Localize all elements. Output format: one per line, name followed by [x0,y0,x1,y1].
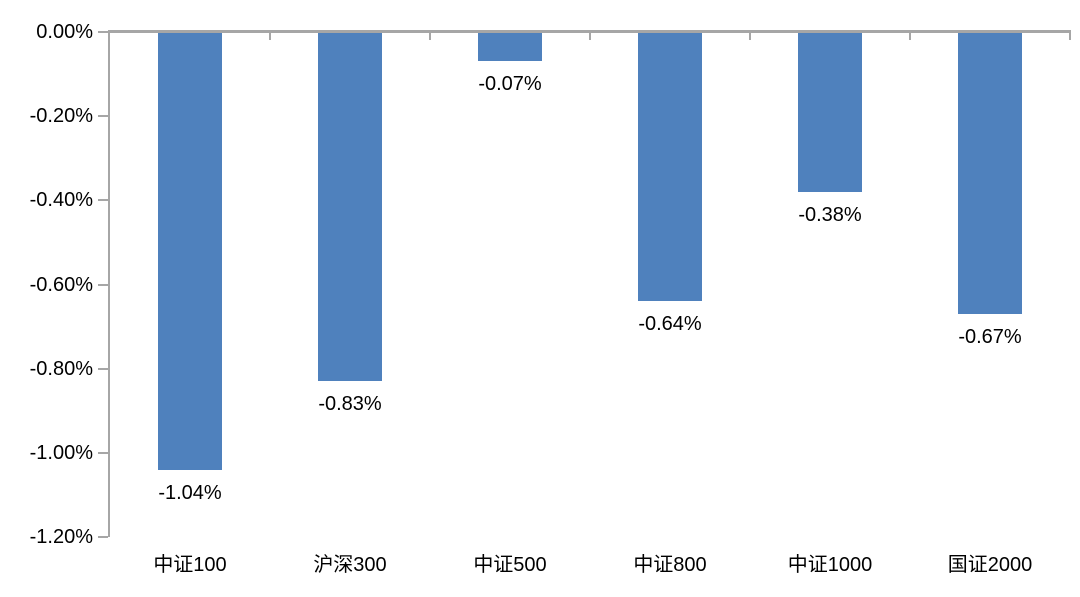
bar-1 [318,32,382,382]
x-axis-category-label-2: 中证500 [473,554,547,576]
y-axis-tick-label-1: -0.20% [29,105,93,128]
bar-value-label-4: -0.38% [798,203,862,226]
y-axis-tick-label-4: -0.80% [29,357,93,380]
x-axis-category-label-0: 中证100 [153,554,227,576]
x-axis-category-label-1: 沪深300 [313,554,387,576]
x-axis-tick-1 [269,33,271,40]
y-axis-tick-6 [98,536,108,538]
y-axis-tick-2 [98,199,108,202]
bar-4 [798,32,862,192]
y-axis-tick-label-5: -1.00% [29,441,93,464]
y-axis-line [108,30,110,537]
x-axis-tick-6 [1069,33,1071,40]
y-axis-tick-label-3: -0.60% [29,273,93,296]
x-axis-tick-3 [589,33,591,40]
y-axis-tick-label-0: 0.00% [36,21,93,43]
bar-value-label-0: -1.04% [158,481,222,504]
x-axis-category-label-5: 国证2000 [947,554,1033,576]
bar-2 [478,32,542,62]
bar-value-label-3: -0.64% [638,313,702,336]
y-axis-tick-3 [98,283,108,286]
bar-value-label-2: -0.07% [478,73,542,96]
bar-5 [958,32,1022,314]
x-axis-category-label-4: 中证1000 [787,554,873,576]
x-axis-category-label-3: 中证800 [633,554,707,576]
bar-3 [638,32,702,302]
y-axis-tick-5 [98,451,108,454]
y-axis-tick-label-6: -1.20% [29,526,93,548]
x-axis-tick-2 [429,33,431,40]
x-axis-tick-5 [909,33,911,40]
y-axis-tick-0 [98,31,108,33]
x-axis-tick-4 [749,33,751,40]
y-axis-tick-label-2: -0.40% [29,189,93,212]
bar-0 [158,32,222,470]
bar-value-label-1: -0.83% [318,393,382,416]
x-axis-zero-line [109,30,1071,33]
bar-value-label-5: -0.67% [958,325,1022,348]
y-axis-tick-1 [98,115,108,118]
y-axis-tick-4 [98,367,108,370]
